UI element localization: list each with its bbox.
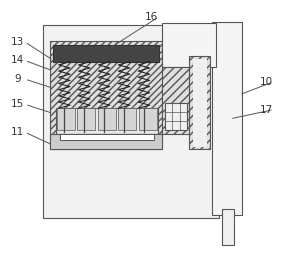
Bar: [212, 22, 242, 214]
Text: 17: 17: [259, 105, 273, 115]
Bar: [139, 108, 157, 129]
Text: 13: 13: [11, 37, 24, 47]
Text: 11: 11: [11, 127, 24, 137]
Bar: [60, 134, 154, 140]
Text: 9: 9: [14, 74, 21, 84]
Bar: [118, 108, 136, 129]
Bar: [98, 108, 116, 129]
Bar: [53, 45, 159, 62]
Bar: [165, 103, 187, 129]
Bar: [57, 108, 75, 129]
Bar: [77, 108, 95, 129]
Bar: [162, 67, 189, 134]
Bar: [43, 25, 219, 218]
Bar: [51, 134, 162, 150]
Bar: [51, 41, 162, 150]
Bar: [162, 23, 216, 67]
Text: 16: 16: [145, 12, 158, 22]
Text: 15: 15: [11, 99, 24, 109]
Bar: [222, 209, 235, 245]
Bar: [193, 59, 207, 147]
Text: 14: 14: [11, 56, 24, 65]
Bar: [189, 57, 210, 150]
Bar: [55, 134, 158, 142]
Text: 10: 10: [260, 77, 273, 87]
Bar: [55, 108, 158, 134]
